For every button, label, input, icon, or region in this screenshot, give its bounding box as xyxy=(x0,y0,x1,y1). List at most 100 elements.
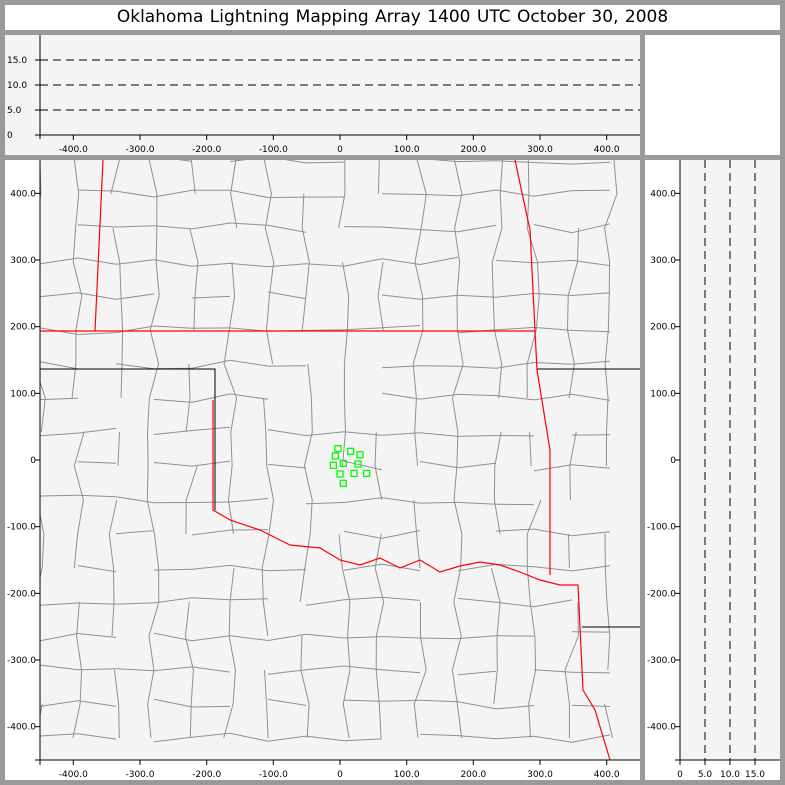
county-border xyxy=(533,224,573,234)
county-border xyxy=(495,189,535,197)
county-border xyxy=(266,703,269,739)
county-border xyxy=(40,361,79,370)
county-border xyxy=(77,633,117,638)
county-border xyxy=(155,261,160,297)
county-border xyxy=(456,431,459,467)
county-border xyxy=(264,227,275,263)
side-x-tick-label: 0 xyxy=(677,770,683,780)
county-border xyxy=(533,735,573,743)
county-border xyxy=(412,363,417,399)
county-border xyxy=(381,294,421,300)
figure-title: Oklahoma Lightning Mapping Array 1400 UT… xyxy=(5,5,780,30)
side-x-tick-label: 10.0 xyxy=(720,770,740,780)
county-border xyxy=(533,326,573,331)
county-border xyxy=(228,295,236,331)
county-border xyxy=(577,227,580,263)
map-x-tick-label: 400.0 xyxy=(594,770,620,780)
county-border xyxy=(413,703,419,739)
side-y-tick-label: 0 xyxy=(670,456,676,466)
county-border xyxy=(267,429,307,437)
county-border xyxy=(194,261,199,297)
county-border xyxy=(303,465,313,501)
county-border xyxy=(571,671,611,674)
state-borders xyxy=(40,160,611,760)
county-border xyxy=(342,669,351,705)
county-border xyxy=(223,363,238,399)
county-border xyxy=(223,703,234,739)
county-border xyxy=(304,533,311,569)
county-border xyxy=(190,669,194,705)
county-border xyxy=(571,329,611,333)
county-border xyxy=(457,462,497,469)
county-border xyxy=(381,226,421,231)
county-border xyxy=(347,601,351,637)
county-border xyxy=(571,704,611,707)
county-border xyxy=(569,431,577,467)
county-border xyxy=(414,431,419,467)
top-y-tick-label: 15.0 xyxy=(7,56,27,66)
oklahoma-state-border xyxy=(212,400,611,760)
county-border xyxy=(153,430,193,435)
county-border xyxy=(77,733,117,740)
county-border xyxy=(457,294,497,298)
lightning-source-marker xyxy=(329,461,337,469)
county-border xyxy=(495,362,535,369)
county-border xyxy=(191,501,231,503)
county-border xyxy=(526,193,530,229)
county-border xyxy=(149,295,160,331)
county-border xyxy=(453,499,463,535)
lightning-source-marker xyxy=(347,447,355,455)
county-border xyxy=(77,189,117,192)
county-border xyxy=(41,533,45,569)
county-border xyxy=(533,669,573,673)
county-border xyxy=(457,501,497,505)
county-border xyxy=(457,635,497,640)
county-border xyxy=(153,462,193,467)
county-border xyxy=(230,397,238,433)
county-border xyxy=(110,160,120,195)
map-y-tick-label: -400.0 xyxy=(7,723,36,733)
county-border xyxy=(490,567,501,603)
lightning-source-marker xyxy=(363,469,371,477)
county-border xyxy=(381,497,421,504)
lightning-source-marker xyxy=(331,452,339,460)
county-border xyxy=(189,227,199,263)
county-border xyxy=(191,705,231,708)
county-border xyxy=(457,160,497,163)
county-border xyxy=(456,261,461,297)
county-border xyxy=(184,601,190,637)
county-border xyxy=(375,601,385,637)
county-border xyxy=(146,465,149,501)
county-border xyxy=(264,193,272,229)
county-border xyxy=(537,261,540,297)
county-border xyxy=(571,393,611,401)
county-border xyxy=(454,193,463,229)
county-border xyxy=(607,295,610,331)
county-border xyxy=(148,601,160,637)
county-border xyxy=(268,499,274,535)
top-x-tick-label: -400.0 xyxy=(59,145,88,155)
county-border xyxy=(191,666,231,673)
county-border xyxy=(191,529,231,536)
county-border xyxy=(267,735,307,742)
county-border xyxy=(604,703,614,739)
top-x-tick-label: 400.0 xyxy=(594,145,620,155)
county-border xyxy=(229,222,269,226)
county-border xyxy=(191,426,231,431)
county-border xyxy=(113,567,115,603)
county-border xyxy=(571,161,611,165)
county-border xyxy=(343,596,383,601)
county-border xyxy=(460,533,463,569)
county-border xyxy=(343,327,383,331)
side-x-tick-label: 5.0 xyxy=(698,770,713,780)
county-border xyxy=(495,395,535,401)
county-border xyxy=(75,295,83,331)
county-border xyxy=(266,295,270,331)
county-border xyxy=(528,669,537,705)
map-y-tick-label: 300.0 xyxy=(10,256,36,266)
county-border xyxy=(232,669,236,705)
county-border xyxy=(77,461,117,464)
county-border xyxy=(40,494,79,497)
county-border xyxy=(300,635,303,671)
county-border xyxy=(419,635,427,671)
